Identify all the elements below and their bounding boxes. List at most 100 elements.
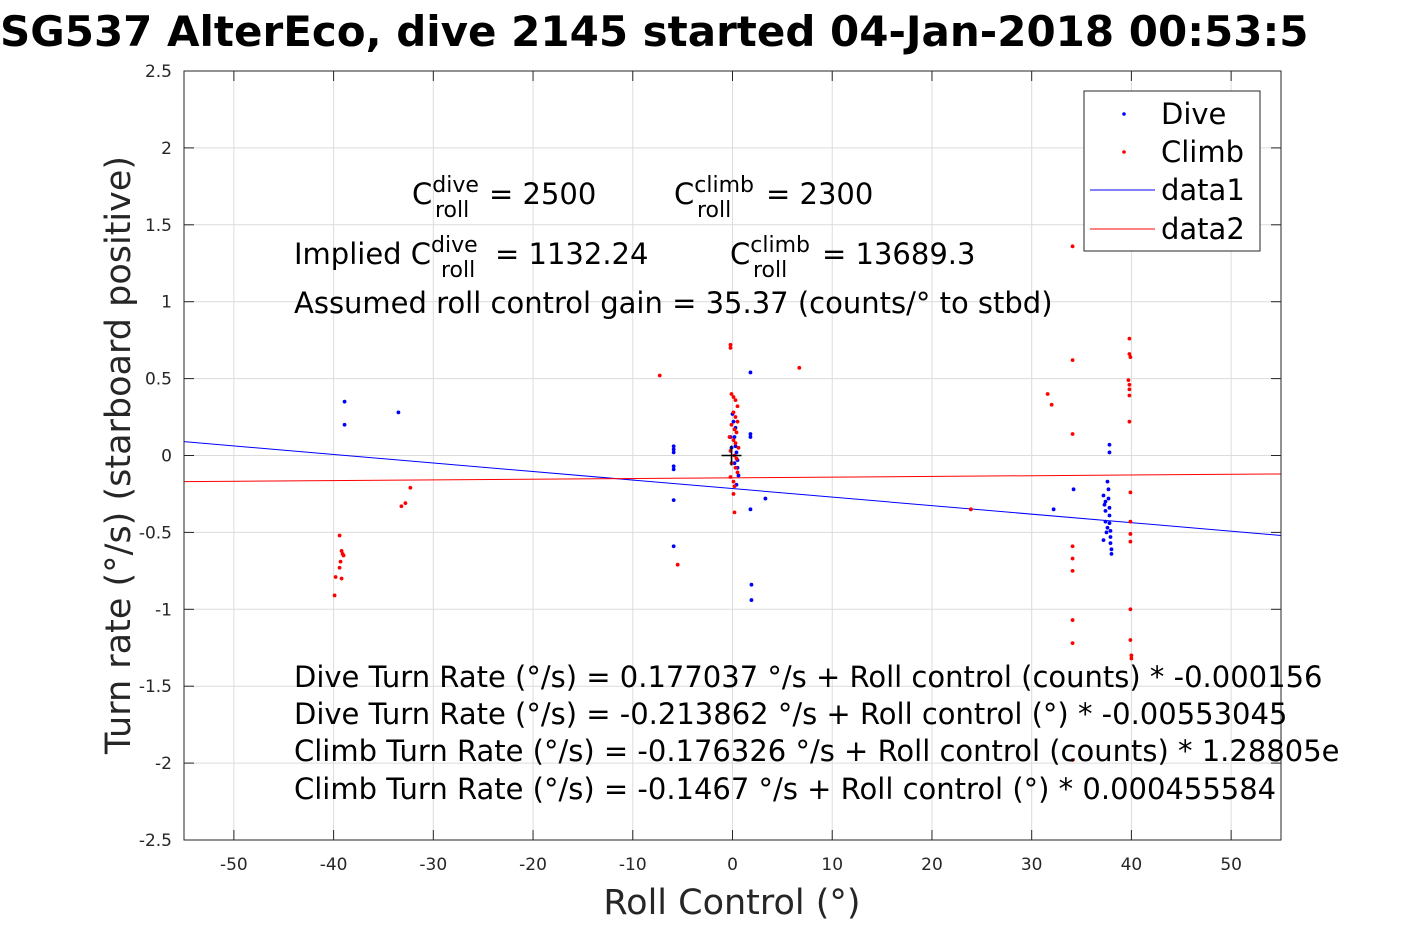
dive-point bbox=[736, 473, 741, 478]
climb-point bbox=[1127, 387, 1132, 392]
implied-climb-sub: roll bbox=[753, 258, 787, 283]
climb-point bbox=[657, 373, 662, 378]
climb-point bbox=[332, 593, 337, 598]
dive-point bbox=[1108, 528, 1113, 533]
climb-point bbox=[1070, 432, 1075, 436]
gain-line: Assumed roll control gain = 35.37 (count… bbox=[294, 286, 1053, 320]
dive-point bbox=[396, 410, 401, 415]
dive-point bbox=[1105, 525, 1110, 530]
climb-point bbox=[333, 575, 338, 579]
x-tick-label: 20 bbox=[921, 855, 943, 875]
legend-box bbox=[1083, 90, 1261, 252]
climb-point bbox=[729, 422, 734, 427]
c-dive-sup: dive bbox=[432, 173, 479, 198]
climb-point bbox=[1127, 393, 1132, 398]
dive-point bbox=[763, 496, 768, 501]
climb-point bbox=[727, 435, 732, 439]
y-tick-label: 2 bbox=[161, 139, 172, 159]
climb-point bbox=[1128, 607, 1133, 612]
climb-point bbox=[732, 510, 737, 515]
dive-point bbox=[671, 464, 676, 469]
svg-text:Cdive: Cdive bbox=[412, 173, 479, 211]
dive-point bbox=[671, 444, 676, 449]
climb-point bbox=[1128, 532, 1133, 536]
fit-line-climb-degrees: Climb Turn Rate (°/s) = -0.1467 °/s + Ro… bbox=[294, 772, 1276, 806]
climb-point bbox=[1129, 656, 1134, 661]
implied-dive-value: = 1132.24 bbox=[495, 237, 648, 271]
c-dive-prefix: C bbox=[412, 177, 432, 211]
fit-line-climb-counts: Climb Turn Rate (°/s) = -0.176326 °/s + … bbox=[294, 734, 1340, 768]
dive-point bbox=[734, 450, 739, 455]
dive-point bbox=[342, 422, 347, 427]
climb-point bbox=[733, 415, 738, 419]
x-axis-label: Roll Control (°) bbox=[603, 883, 860, 923]
climb-point bbox=[1070, 758, 1075, 762]
climb-point bbox=[728, 342, 733, 347]
climb-point bbox=[339, 548, 344, 553]
c-climb-value: = 2300 bbox=[766, 177, 873, 211]
data-points bbox=[332, 244, 1134, 762]
climb-point bbox=[731, 492, 736, 496]
x-tick-label: 30 bbox=[1021, 855, 1043, 875]
c-climb-sub: roll bbox=[697, 198, 731, 223]
dive-point bbox=[1107, 521, 1112, 526]
climb-point bbox=[1070, 568, 1075, 573]
dive-point bbox=[671, 467, 676, 472]
c-climb-sup: climb bbox=[694, 173, 754, 198]
dive-point bbox=[1106, 487, 1111, 492]
dive-point bbox=[1106, 496, 1111, 501]
fit-line-dive-counts: Dive Turn Rate (°/s) = 0.177037 °/s + Ro… bbox=[294, 660, 1322, 694]
climb-point bbox=[341, 553, 346, 558]
climb-point bbox=[797, 365, 802, 370]
implied-climb-prefix: C bbox=[730, 237, 750, 271]
dive-point bbox=[732, 435, 737, 439]
climb-point bbox=[1127, 336, 1132, 341]
implied-dive-sup: dive bbox=[431, 233, 478, 258]
dive-point bbox=[1108, 541, 1113, 546]
dive-point bbox=[731, 419, 736, 424]
climb-point bbox=[736, 445, 741, 450]
climb-point bbox=[403, 501, 408, 506]
y-tick-label: 1.5 bbox=[145, 216, 172, 236]
climb-point bbox=[1070, 244, 1075, 249]
dive-point bbox=[1107, 442, 1112, 447]
climb-point bbox=[732, 427, 737, 432]
climb-point bbox=[1127, 352, 1132, 356]
climb-point bbox=[1070, 641, 1075, 646]
climb-point bbox=[728, 345, 733, 350]
climb-point bbox=[731, 479, 736, 484]
dive-point bbox=[1108, 535, 1113, 539]
implied-climb-sup: climb bbox=[750, 233, 810, 258]
climb-point bbox=[1070, 556, 1075, 561]
y-tick-label: 1 bbox=[161, 293, 172, 313]
c-climb-prefix: C bbox=[674, 177, 694, 211]
x-tick-label: -20 bbox=[519, 855, 547, 875]
axis-ticks: -50 -40 -30 -20 -10 0 10 20 30 40 50-2.5-2-1.5-1-0… bbox=[139, 62, 1281, 875]
dive-point bbox=[1107, 513, 1112, 518]
legend-climb-marker bbox=[1122, 150, 1126, 154]
svg-text:Implied Cdive: Implied Cdive bbox=[294, 233, 478, 271]
fit-line-data1 bbox=[184, 441, 1281, 536]
centroid-marker bbox=[721, 445, 742, 466]
implied-prefix: Implied C bbox=[294, 237, 431, 271]
dive-point bbox=[1101, 493, 1106, 498]
legend-data2-label: data2 bbox=[1161, 212, 1245, 246]
climb-point bbox=[733, 465, 738, 470]
implied-climb-value: = 13689.3 bbox=[822, 237, 975, 271]
climb-point bbox=[1128, 490, 1133, 495]
climb-point bbox=[968, 507, 973, 512]
climb-point bbox=[1128, 539, 1133, 544]
climb-point bbox=[1127, 382, 1132, 387]
climb-point bbox=[408, 485, 413, 490]
y-tick-label: 0.5 bbox=[145, 370, 172, 390]
dive-point bbox=[748, 435, 753, 439]
dive-point bbox=[671, 498, 676, 503]
legend-data1-label: data1 bbox=[1161, 173, 1245, 207]
x-tick-label: -30 bbox=[419, 855, 447, 875]
climb-point bbox=[1128, 638, 1133, 642]
x-tick-label: 40 bbox=[1121, 855, 1143, 875]
dive-point bbox=[1103, 508, 1108, 513]
c-dive-value: = 2500 bbox=[489, 177, 596, 211]
climb-point bbox=[1070, 618, 1075, 622]
dive-point bbox=[1103, 519, 1108, 524]
